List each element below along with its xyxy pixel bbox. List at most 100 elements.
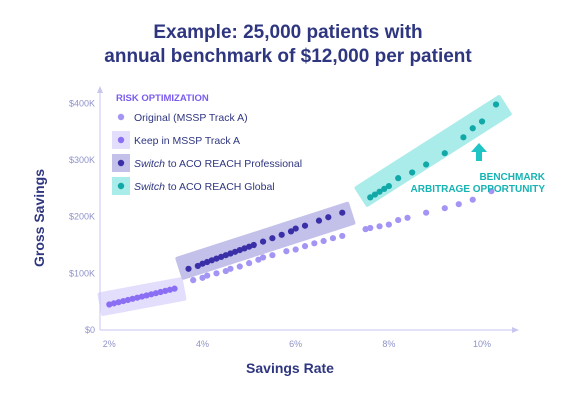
x-tick-label: 6% <box>289 339 302 349</box>
data-point <box>162 287 169 294</box>
data-point <box>245 260 253 267</box>
data-point <box>488 188 495 195</box>
chart-title-line-2: annual benchmark of $12,000 per patient <box>104 46 472 67</box>
x-tick-label: 8% <box>382 339 395 349</box>
data-point <box>222 252 229 259</box>
data-point <box>283 248 290 255</box>
data-point <box>129 295 136 302</box>
data-point <box>301 222 309 229</box>
series-highlight-bands <box>97 95 512 316</box>
data-point <box>143 292 150 299</box>
data-point <box>492 101 500 108</box>
data-point <box>441 150 448 157</box>
data-point <box>339 209 346 216</box>
data-point <box>134 294 141 301</box>
y-axis-title: Gross Savings <box>31 169 47 267</box>
legend-marker <box>117 136 125 144</box>
data-point <box>469 125 476 132</box>
benchmark-annotation: BENCHMARK ARBITRAGE OPPORTUNITY <box>411 143 546 195</box>
data-point <box>213 270 220 277</box>
legend: RISK OPTIMIZATION Original (MSSP Track A… <box>112 93 302 195</box>
legend-marker <box>117 113 125 121</box>
x-tick-label: 4% <box>196 339 209 349</box>
data-point <box>232 248 239 255</box>
data-point <box>259 254 267 261</box>
data-point <box>376 223 383 230</box>
data-point <box>222 267 229 275</box>
data-point <box>385 221 392 228</box>
data-point <box>269 235 276 242</box>
data-point <box>325 214 332 221</box>
data-point <box>236 247 243 254</box>
x-tick-label: 2% <box>103 339 116 349</box>
data-point <box>381 185 388 192</box>
data-point <box>241 245 248 252</box>
annotation-line-1: BENCHMARK <box>479 172 545 183</box>
legend-label: Keep in MSSP Track A <box>134 135 240 147</box>
data-point <box>208 257 215 264</box>
data-point <box>106 301 113 308</box>
data-point <box>199 274 206 281</box>
data-point <box>404 214 411 221</box>
data-point <box>311 240 318 247</box>
y-axis-arrow-icon <box>97 86 103 93</box>
data-point <box>469 196 476 203</box>
data-point <box>441 205 448 212</box>
data-point <box>255 256 262 263</box>
data-point <box>362 226 369 233</box>
data-point <box>194 262 201 270</box>
data-point <box>227 265 234 272</box>
data-point <box>367 224 374 232</box>
legend-marker <box>117 182 125 190</box>
y-tick-label: $300K <box>69 155 95 165</box>
data-point <box>455 201 462 208</box>
data-point <box>190 277 197 284</box>
data-point <box>409 169 416 176</box>
data-point <box>236 263 243 270</box>
data-point <box>199 260 206 267</box>
data-point <box>423 209 430 216</box>
data-point <box>115 299 122 306</box>
y-tick-labels: $0 $100K $200K $300K $400K <box>69 98 95 335</box>
x-axis-title: Savings Rate <box>246 360 334 376</box>
data-point <box>148 291 155 298</box>
data-point <box>329 235 337 242</box>
data-point <box>171 285 178 292</box>
legend-label: Switch to ACO REACH Global <box>134 181 275 193</box>
data-point <box>204 258 211 266</box>
data-point <box>478 118 486 125</box>
data-point <box>259 238 267 245</box>
data-point <box>152 290 160 297</box>
data-point <box>110 300 118 307</box>
data-point <box>120 298 127 305</box>
data-point <box>460 134 467 141</box>
data-point <box>292 225 299 232</box>
y-tick-label: $100K <box>69 268 95 278</box>
annotation-line-2: ARBITRAGE OPPORTUNITY <box>411 184 546 195</box>
data-point <box>204 272 211 279</box>
legend-heading: RISK OPTIMIZATION <box>116 93 209 104</box>
data-point <box>269 252 276 259</box>
y-tick-label: $0 <box>85 325 95 335</box>
up-arrow-icon <box>471 143 487 161</box>
y-tick-label: $200K <box>69 212 95 222</box>
data-point <box>250 241 257 249</box>
data-point <box>185 265 192 272</box>
y-tick-label: $400K <box>69 98 95 108</box>
data-point <box>395 216 402 224</box>
data-point <box>301 243 309 250</box>
data-point <box>157 288 164 296</box>
legend-marker <box>117 159 125 167</box>
data-point <box>138 293 146 300</box>
data-points <box>106 101 500 308</box>
x-tick-label: 10% <box>473 339 491 349</box>
data-point <box>395 175 402 182</box>
data-point <box>339 232 346 240</box>
data-point <box>371 191 378 198</box>
data-point <box>376 188 383 195</box>
data-point <box>245 243 253 250</box>
chart-title-line-1: Example: 25,000 patients with <box>153 22 422 43</box>
data-point <box>315 217 323 224</box>
data-point <box>218 253 225 260</box>
